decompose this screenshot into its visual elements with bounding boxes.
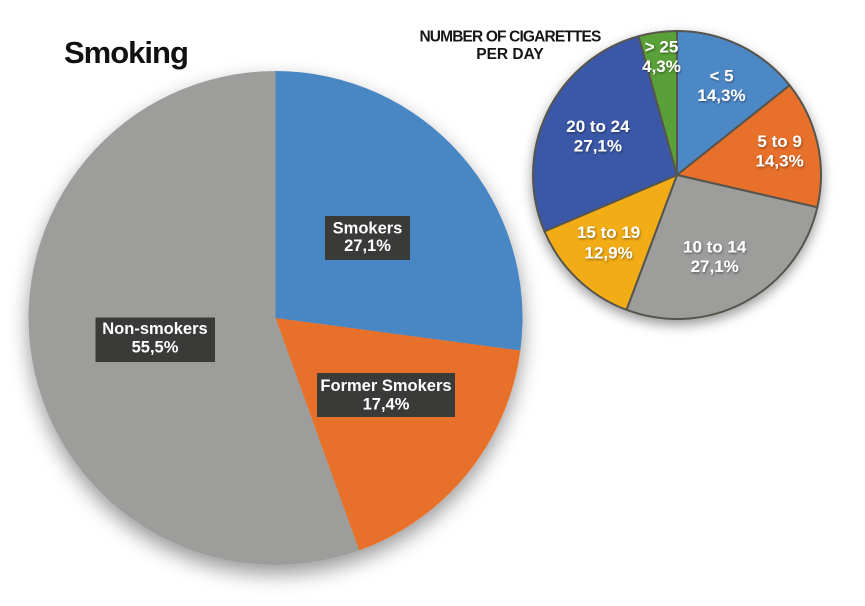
svg-text:12,9%: 12,9% — [584, 244, 632, 263]
svg-text:5 to 9: 5 to 9 — [757, 132, 801, 151]
svg-text:14,3%: 14,3% — [755, 151, 803, 170]
svg-text:4,3%: 4,3% — [642, 57, 681, 76]
svg-text:27,1%: 27,1% — [574, 137, 622, 156]
svg-text:> 25: > 25 — [645, 37, 679, 56]
svg-text:Smoking: Smoking — [64, 35, 188, 70]
svg-text:27,1%: 27,1% — [344, 237, 391, 255]
svg-text:15 to 19: 15 to 19 — [577, 223, 640, 242]
svg-text:< 5: < 5 — [709, 66, 733, 85]
svg-text:PER DAY: PER DAY — [476, 46, 544, 63]
svg-text:14,3%: 14,3% — [697, 86, 745, 105]
svg-text:Former Smokers: Former Smokers — [320, 377, 451, 395]
svg-text:Smokers: Smokers — [333, 219, 403, 237]
svg-text:55,5%: 55,5% — [132, 339, 179, 357]
svg-text:NUMBER OF CIGARETTES: NUMBER OF CIGARETTES — [419, 29, 601, 46]
svg-text:10 to 14: 10 to 14 — [683, 237, 747, 256]
svg-text:Non-smokers: Non-smokers — [102, 320, 207, 338]
svg-text:17,4%: 17,4% — [363, 396, 410, 414]
svg-text:20 to 24: 20 to 24 — [566, 117, 630, 136]
svg-text:27,1%: 27,1% — [691, 257, 739, 276]
